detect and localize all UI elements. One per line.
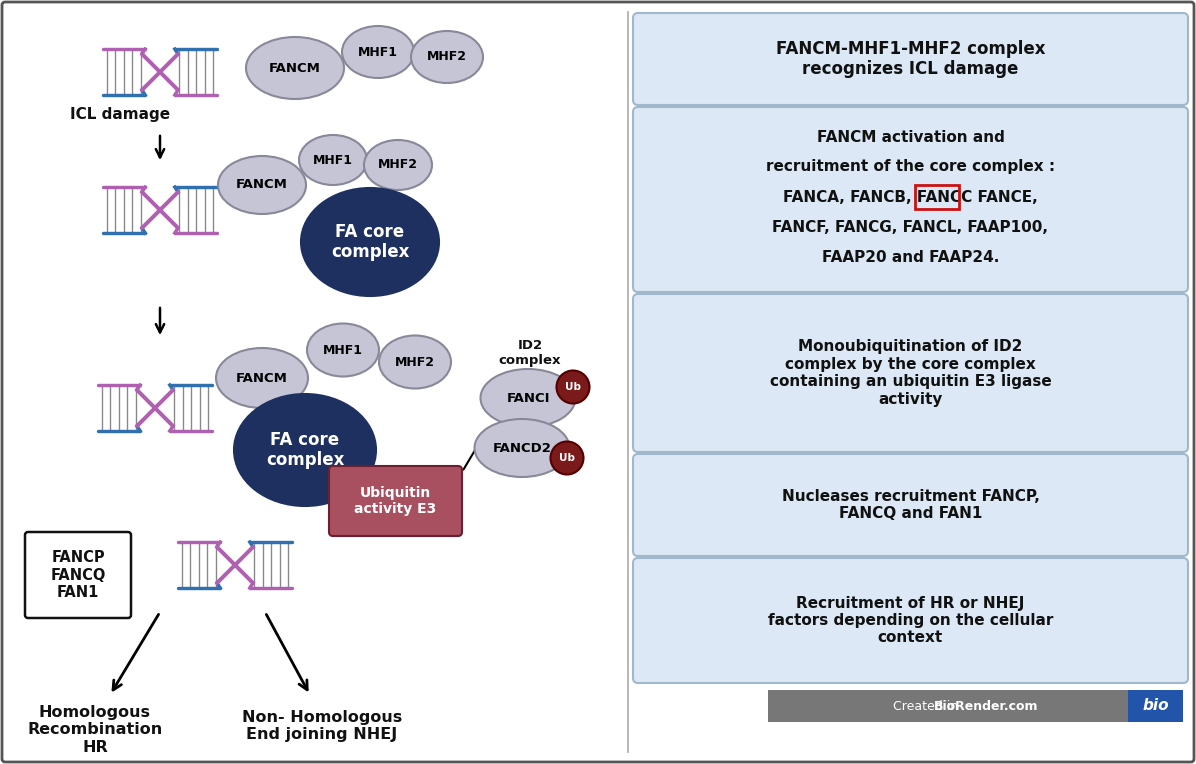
Text: Recruitment of HR or NHEJ
factors depending on the cellular
context: Recruitment of HR or NHEJ factors depend… bbox=[768, 596, 1054, 646]
FancyBboxPatch shape bbox=[1128, 690, 1183, 722]
Text: FANCM-MHF1-MHF2 complex
recognizes ICL damage: FANCM-MHF1-MHF2 complex recognizes ICL d… bbox=[776, 40, 1045, 79]
Text: MHF2: MHF2 bbox=[395, 355, 435, 368]
Text: MHF1: MHF1 bbox=[323, 344, 364, 357]
Text: FANCM: FANCM bbox=[236, 179, 288, 192]
FancyBboxPatch shape bbox=[25, 532, 132, 618]
Text: Ubiquitin
activity E3: Ubiquitin activity E3 bbox=[354, 486, 437, 516]
Text: MHF2: MHF2 bbox=[427, 50, 466, 63]
Text: Ub: Ub bbox=[559, 453, 575, 463]
Text: MHF1: MHF1 bbox=[358, 46, 398, 59]
Ellipse shape bbox=[475, 419, 569, 477]
Text: FANCM: FANCM bbox=[269, 61, 321, 75]
Text: Non- Homologous
End joining NHEJ: Non- Homologous End joining NHEJ bbox=[242, 710, 402, 742]
Ellipse shape bbox=[481, 369, 575, 427]
Text: Ub: Ub bbox=[565, 382, 581, 392]
Text: MHF2: MHF2 bbox=[378, 158, 417, 171]
Ellipse shape bbox=[379, 335, 451, 389]
Text: FANCF, FANCG, FANCL, FAAP100,: FANCF, FANCG, FANCL, FAAP100, bbox=[773, 219, 1049, 235]
Text: Created in: Created in bbox=[893, 700, 963, 713]
Ellipse shape bbox=[216, 348, 309, 408]
FancyBboxPatch shape bbox=[633, 13, 1188, 105]
Text: FA core
complex: FA core complex bbox=[266, 431, 344, 469]
Text: Nucleases recruitment FANCP,
FANCQ and FAN1: Nucleases recruitment FANCP, FANCQ and F… bbox=[781, 489, 1039, 521]
FancyBboxPatch shape bbox=[633, 294, 1188, 452]
Text: FAAP20 and FAAP24.: FAAP20 and FAAP24. bbox=[822, 250, 999, 264]
Ellipse shape bbox=[234, 394, 376, 506]
Text: FANCM: FANCM bbox=[236, 371, 288, 384]
Ellipse shape bbox=[307, 323, 379, 377]
Text: Homologous
Recombination
HR: Homologous Recombination HR bbox=[28, 705, 163, 755]
Text: FANCM activation and: FANCM activation and bbox=[817, 130, 1005, 144]
FancyBboxPatch shape bbox=[633, 454, 1188, 556]
FancyBboxPatch shape bbox=[329, 466, 462, 536]
Text: FANCP
FANCQ
FAN1: FANCP FANCQ FAN1 bbox=[50, 550, 105, 600]
Ellipse shape bbox=[364, 140, 432, 190]
Ellipse shape bbox=[246, 37, 344, 99]
Text: BioRender.com: BioRender.com bbox=[934, 700, 1038, 713]
Ellipse shape bbox=[556, 371, 590, 403]
Text: FANCA, FANCB, FANCC FANCE,: FANCA, FANCB, FANCC FANCE, bbox=[783, 189, 1038, 205]
Ellipse shape bbox=[411, 31, 483, 83]
Text: FANCD2: FANCD2 bbox=[493, 442, 551, 455]
Text: MHF1: MHF1 bbox=[313, 154, 353, 167]
Ellipse shape bbox=[218, 156, 306, 214]
FancyBboxPatch shape bbox=[633, 107, 1188, 292]
Ellipse shape bbox=[550, 442, 584, 474]
FancyBboxPatch shape bbox=[633, 558, 1188, 683]
Text: FANCI: FANCI bbox=[506, 391, 550, 404]
Text: Monoubiquitination of ID2
complex by the core complex
containing an ubiquitin E3: Monoubiquitination of ID2 complex by the… bbox=[769, 339, 1051, 406]
Text: bio: bio bbox=[1142, 698, 1170, 714]
Text: FA core
complex: FA core complex bbox=[331, 222, 409, 261]
Ellipse shape bbox=[299, 135, 367, 185]
Text: recruitment of the core complex :: recruitment of the core complex : bbox=[765, 160, 1055, 174]
Ellipse shape bbox=[301, 188, 439, 296]
FancyBboxPatch shape bbox=[768, 690, 1128, 722]
Ellipse shape bbox=[342, 26, 414, 78]
Text: ICL damage: ICL damage bbox=[69, 108, 170, 122]
Text: ID2
complex: ID2 complex bbox=[499, 339, 561, 367]
